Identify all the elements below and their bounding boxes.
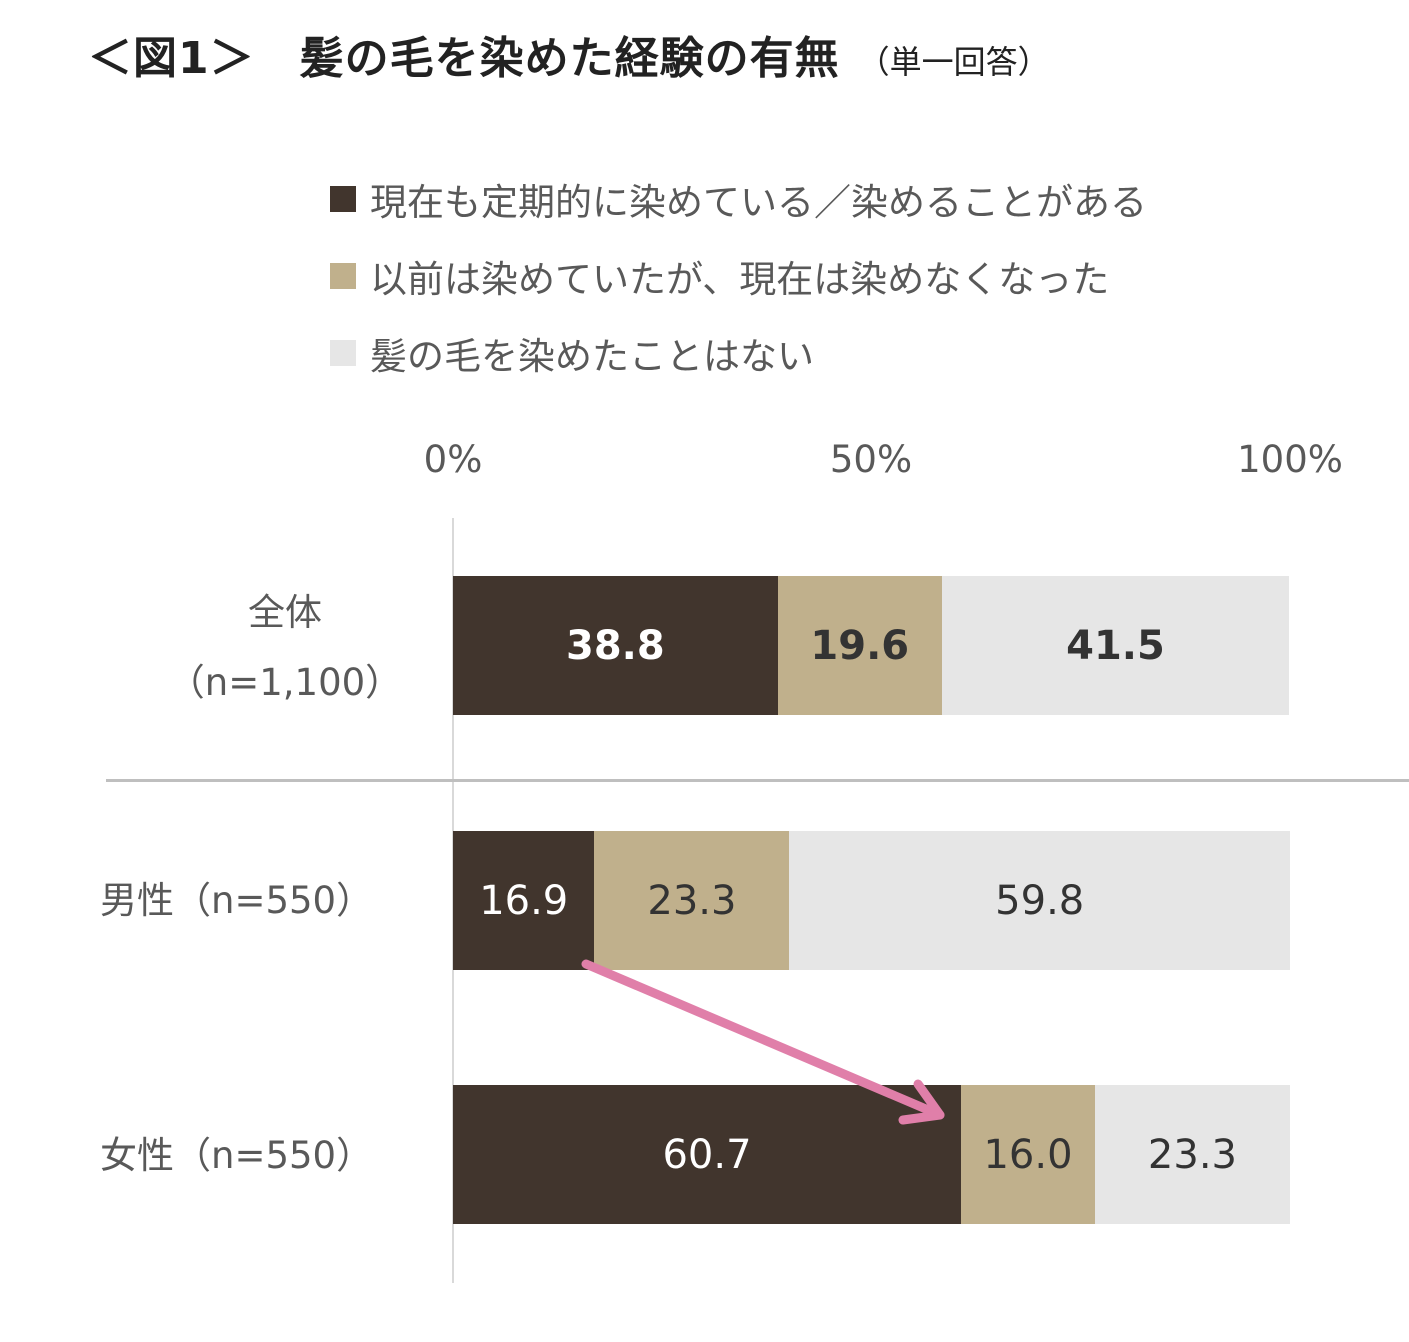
x-tick-label: 100% bbox=[1237, 438, 1343, 481]
category-label-line: 全体 bbox=[248, 591, 322, 634]
bar-segment: 23.3 bbox=[1094, 1085, 1290, 1224]
category-label-line: 女性（n=550） bbox=[100, 1134, 374, 1177]
trend-arrow-head bbox=[898, 1079, 945, 1125]
x-tick-label: 0% bbox=[423, 438, 483, 481]
x-tick-label: 50% bbox=[829, 438, 913, 481]
legend: 現在も定期的に染めている／染めることがある 以前は染めていたが、現在は染めなくな… bbox=[330, 160, 1147, 391]
legend-label-never: 髪の毛を染めたことはない bbox=[370, 334, 814, 378]
legend-label-current: 現在も定期的に染めている／染めることがある bbox=[370, 180, 1147, 224]
bar-segment: 19.6 bbox=[777, 576, 942, 715]
data-label: 60.7 bbox=[662, 1131, 752, 1178]
bar-segment: 60.7 bbox=[453, 1085, 962, 1224]
bar-segment: 16.9 bbox=[453, 831, 595, 970]
category-label-female: 女性（n=550） bbox=[100, 1121, 420, 1191]
category-label-line: （n=1,100） bbox=[167, 661, 403, 704]
legend-swatch-never bbox=[330, 339, 356, 366]
data-label: 41.5 bbox=[1066, 622, 1165, 669]
data-label: 38.8 bbox=[566, 622, 665, 669]
bar-row-total: 38.8 19.6 41.5 bbox=[453, 576, 1290, 715]
data-label: 19.6 bbox=[810, 622, 910, 669]
data-label: 16.0 bbox=[983, 1131, 1073, 1178]
legend-item-never: 髪の毛を染めたことはない bbox=[330, 314, 1147, 391]
data-label: 59.8 bbox=[995, 877, 1085, 924]
bar-segment: 59.8 bbox=[789, 831, 1290, 970]
data-label: 23.3 bbox=[647, 877, 737, 924]
bar-segment: 23.3 bbox=[594, 831, 790, 970]
bar-segment: 38.8 bbox=[453, 576, 778, 715]
legend-label-former: 以前は染めていたが、現在は染めなくなった bbox=[370, 257, 1110, 301]
title-main: ＜図1＞ 髪の毛を染めた経験の有無 bbox=[88, 33, 840, 84]
legend-swatch-former bbox=[330, 262, 356, 289]
data-label: 23.3 bbox=[1147, 1131, 1237, 1178]
legend-swatch-current bbox=[330, 185, 356, 212]
legend-item-former: 以前は染めていたが、現在は染めなくなった bbox=[330, 237, 1147, 314]
category-label-male: 男性（n=550） bbox=[100, 866, 420, 936]
category-label-line: 男性（n=550） bbox=[100, 879, 374, 922]
bar-segment: 41.5 bbox=[941, 576, 1290, 715]
title-sub: （単一回答） bbox=[857, 43, 1050, 81]
chart-title: ＜図1＞ 髪の毛を染めた経験の有無 （単一回答） bbox=[88, 22, 1050, 84]
bar-row-female: 60.7 16.0 23.3 bbox=[453, 1085, 1290, 1224]
category-label-total: 全体 （n=1,100） bbox=[150, 578, 420, 718]
legend-item-current: 現在も定期的に染めている／染めることがある bbox=[330, 160, 1147, 237]
bar-row-male: 16.9 23.3 59.8 bbox=[453, 831, 1290, 970]
total-separator-line bbox=[106, 779, 1409, 782]
data-label: 16.9 bbox=[479, 877, 569, 924]
trend-arrow-shaft bbox=[581, 959, 945, 1120]
bar-segment: 16.0 bbox=[961, 1085, 1095, 1224]
